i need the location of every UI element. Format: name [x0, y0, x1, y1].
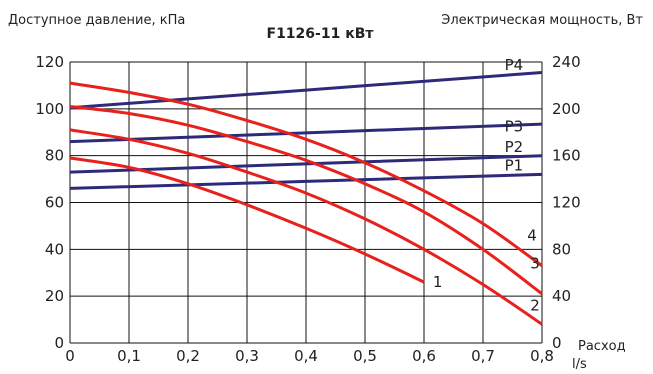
series-layer	[69, 71, 543, 326]
y-tick-label: 80	[45, 147, 64, 165]
x-tick-label: 0,5	[353, 347, 377, 365]
y-tick-label: 20	[45, 287, 64, 305]
y-tick-label: 40	[45, 240, 64, 258]
power-line-p4	[69, 71, 543, 110]
x-tick-label: 0,4	[294, 347, 318, 365]
y2-tick-label: 200	[552, 100, 581, 118]
pressure-curve-4	[69, 81, 543, 267]
power-line-label: P4	[505, 56, 524, 74]
x-tick-label: 0,6	[412, 347, 436, 365]
x-tick-label: 0	[65, 347, 75, 365]
y2-tick-label: 120	[552, 194, 581, 212]
pressure-curve-label: 4	[527, 226, 537, 244]
y2-tick-label: 160	[552, 147, 581, 165]
pressure-curve-label: 1	[433, 273, 443, 291]
y2-tick-label: 40	[552, 287, 571, 305]
y-tick-label: 100	[35, 100, 64, 118]
y-tick-label: 0	[54, 334, 64, 352]
pressure-curve-2	[69, 128, 543, 326]
power-line-p3	[69, 122, 543, 144]
chart-title: F1126-11 кВт	[267, 26, 375, 42]
pressure-curve-label: 2	[530, 297, 540, 315]
x-tick-label: 0,2	[176, 347, 200, 365]
power-line-label: P3	[505, 117, 524, 135]
x-axis-unit: l/s	[572, 357, 587, 372]
power-line-label: P2	[505, 138, 524, 156]
pressure-curve-3	[69, 105, 543, 295]
power-line-label: P1	[505, 156, 524, 174]
y-tick-label: 60	[45, 194, 64, 212]
y2-tick-label: 0	[552, 334, 562, 352]
grid	[69, 61, 543, 344]
pressure-curve-1	[69, 156, 425, 284]
power-line-p1	[69, 172, 543, 190]
y2-tick-label: 80	[552, 240, 571, 258]
axis-ticks: 0 0,1 0,2 0,3 0,4 0,5 0,6 0,7 0,8020406080100120…	[35, 53, 580, 365]
power-line-p2	[69, 154, 543, 174]
y-tick-label: 120	[35, 53, 64, 71]
x-tick-label: 0,1	[117, 347, 141, 365]
x-tick-label: 0,3	[235, 347, 259, 365]
x-tick-label: 0,7	[471, 347, 495, 365]
y-axis-title: Доступное давление, кПа	[8, 13, 185, 28]
y2-axis-title: Электрическая мощность, Вт	[441, 13, 643, 28]
x-tick-label: 0,8	[530, 347, 554, 365]
x-axis-title: Расход	[578, 339, 626, 354]
y2-tick-label: 240	[552, 53, 581, 71]
pressure-curve-label: 3	[530, 254, 540, 272]
